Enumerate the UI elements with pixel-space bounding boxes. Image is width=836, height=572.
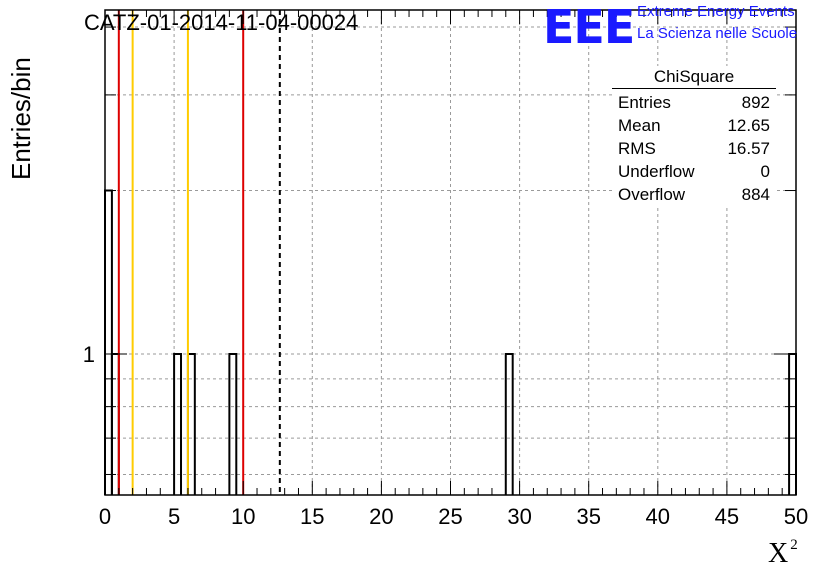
- x-tick-label: 35: [576, 504, 600, 529]
- stats-row-rms: RMS 16.57: [612, 137, 776, 160]
- stats-value: 12.65: [727, 116, 770, 135]
- histogram-bin: [504, 353, 514, 495]
- eee-logo-letters: EEE: [543, 0, 635, 54]
- stats-value: 884: [741, 185, 770, 204]
- logo-text-line2: La Scienza nelle Scuole: [637, 25, 798, 42]
- y-axis-label: Entries/bin: [6, 57, 36, 180]
- stats-value: 0: [760, 162, 770, 181]
- y-tick-label: 1: [83, 342, 95, 367]
- stats-value: 16.57: [727, 139, 770, 158]
- x-axis-label-superscript: 2: [790, 537, 798, 553]
- stats-row-overflow: Overflow 884: [612, 183, 776, 206]
- histogram-bin: [228, 353, 238, 495]
- x-tick-label: 45: [715, 504, 739, 529]
- x-tick-label: 50: [784, 504, 808, 529]
- stats-label: Underflow: [618, 162, 695, 181]
- stats-box: ChiSquare Entries 892 Mean 12.65 RMS 16.…: [612, 66, 776, 206]
- stats-title: ChiSquare: [612, 66, 776, 89]
- x-tick-label: 25: [438, 504, 462, 529]
- stats-label: RMS: [618, 139, 656, 158]
- x-tick-label: 0: [99, 504, 111, 529]
- chart-title: CATZ-01-2014-11-04-00024: [84, 10, 359, 35]
- x-tick-label: 10: [231, 504, 255, 529]
- histogram-bin: [173, 353, 183, 495]
- stats-row-entries: Entries 892: [612, 91, 776, 114]
- x-axis-label-base: X: [768, 538, 789, 569]
- stats-value: 892: [741, 93, 770, 112]
- x-tick-label: 5: [168, 504, 180, 529]
- x-tick-label: 20: [369, 504, 393, 529]
- stats-row-mean: Mean 12.65: [612, 114, 776, 137]
- x-tick-label: 30: [507, 504, 531, 529]
- stats-row-underflow: Underflow 0: [612, 160, 776, 183]
- stats-label: Entries: [618, 93, 671, 112]
- histogram-bin: [110, 353, 120, 495]
- histogram-bin: [104, 189, 113, 495]
- stats-label: Mean: [618, 116, 661, 135]
- histogram-bin: [788, 353, 797, 495]
- eee-logo: EEE Extreme Energy Events La Scienza nel…: [543, 0, 836, 54]
- stats-label: Overflow: [618, 185, 686, 204]
- x-tick-label: 15: [300, 504, 324, 529]
- histogram-bin: [186, 353, 196, 495]
- x-tick-label: 40: [646, 504, 670, 529]
- logo-text-line1: Extreme Energy Events: [637, 3, 795, 20]
